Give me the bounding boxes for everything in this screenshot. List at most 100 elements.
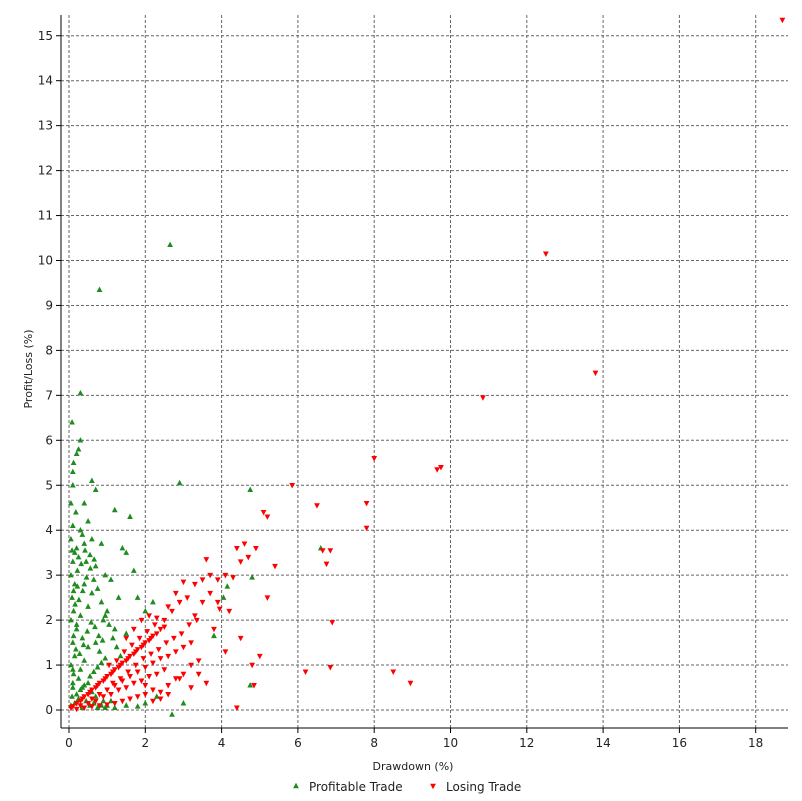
losing-trade-point: [150, 698, 156, 705]
losing-trade-point: [104, 687, 111, 693]
legend-label-losing: Losing Trade: [446, 780, 521, 794]
profitable-trade-point: [247, 682, 254, 688]
profitable-trade-point: [123, 549, 130, 555]
losing-trade-point: [264, 595, 271, 601]
profitable-trade-point: [123, 630, 130, 636]
profitable-trade-point: [69, 558, 76, 564]
losing-trade-point: [127, 696, 133, 702]
x-tick-label: 14: [595, 736, 610, 750]
losing-trade-point: [96, 692, 103, 698]
x-tick-label: 6: [294, 736, 302, 750]
losing-trade-point: [81, 705, 88, 711]
losing-trade-point: [129, 642, 135, 649]
losing-trade-point: [180, 644, 187, 651]
profitable-trade-point: [69, 594, 75, 600]
losing-trade-point: [134, 694, 141, 700]
y-tick-label: 0: [45, 703, 53, 717]
profitable-trade-point: [69, 482, 76, 488]
profitable-trade-point: [127, 513, 133, 519]
grid-lines: [61, 15, 788, 728]
profitable-trade-point: [77, 666, 84, 672]
losing-trade-point: [144, 629, 151, 635]
losing-trade-point: [134, 669, 141, 675]
losing-trade-point: [363, 525, 370, 532]
profitable-trade-point: [89, 589, 95, 596]
profitable-trade-point: [224, 583, 231, 589]
y-tick-label: 8: [45, 343, 53, 357]
profitable-trade-point: [150, 598, 156, 605]
profitable-trade-point: [106, 621, 112, 627]
profitable-trade-point: [85, 603, 91, 609]
losing-trade-point: [106, 662, 112, 669]
profitable-trade-point: [69, 684, 76, 690]
losing-trade-point: [233, 545, 240, 552]
profitable-trade-point: [92, 639, 99, 645]
losing-trade-point: [150, 687, 156, 693]
losing-trade-point: [157, 689, 164, 696]
losing-trade-point: [165, 692, 172, 698]
losing-trade-point: [260, 509, 267, 516]
profitable-trade-point: [108, 576, 114, 582]
profitable-trade-point: [75, 446, 82, 452]
losing-trade-point: [89, 696, 95, 702]
losing-trade-point: [251, 683, 257, 689]
profitable-trade-point: [73, 621, 80, 627]
losing-trade-point: [253, 545, 259, 552]
losing-trade-point: [119, 698, 126, 705]
losing-trade-point: [199, 577, 206, 583]
losing-trade-point: [130, 680, 137, 687]
profitable-trade-point: [134, 703, 141, 709]
losing-trade-point: [216, 606, 223, 613]
y-tick-label: 14: [38, 74, 53, 88]
losing-trade-point: [161, 624, 168, 631]
profitable-trade-point: [82, 547, 88, 553]
profitable-trade-point: [220, 594, 227, 600]
losing-trade-point: [245, 554, 252, 561]
losing-trade-point: [157, 696, 164, 702]
x-axis-title: Drawdown (%): [373, 760, 454, 773]
profitable-trade-point: [81, 540, 88, 546]
losing-trade-point: [192, 581, 198, 588]
profitable-trade-point: [96, 648, 103, 654]
profitable-trade-point: [85, 643, 91, 650]
losing-trade-point: [314, 503, 320, 509]
profitable-trade-point: [85, 679, 91, 686]
profitable-trade-point: [111, 506, 118, 513]
losing-trade-point: [142, 665, 149, 671]
profitable-trade-point: [70, 670, 77, 677]
profitable-trade-point: [102, 571, 109, 578]
losing-trade-point: [111, 701, 118, 707]
profitable-trade-point: [76, 596, 82, 603]
losing-trade-point: [165, 653, 172, 660]
losing-trade-point: [150, 660, 156, 667]
data-points: [68, 17, 786, 717]
losing-trade-point: [165, 683, 172, 689]
profitable-trade-point: [123, 702, 130, 708]
profitable-trade-point: [68, 661, 74, 668]
y-tick-label: 13: [38, 119, 53, 133]
losing-trade-point: [69, 704, 76, 710]
profitable-trade-point: [85, 518, 91, 524]
profitable-trade-point: [71, 549, 78, 555]
losing-trade-point: [319, 548, 326, 554]
profitable-trade-point: [70, 632, 77, 639]
losing-trade-point: [117, 676, 124, 682]
losing-trade-point: [155, 647, 162, 653]
profitable-trade-point: [77, 686, 84, 693]
losing-trade-point: [96, 703, 103, 709]
profitable-trade-point: [69, 547, 75, 553]
losing-trade-point: [176, 599, 183, 606]
losing-trade-point: [180, 671, 187, 678]
profitable-trade-point: [68, 571, 74, 578]
profitable-trade-point: [87, 551, 93, 558]
losing-trade-point: [188, 640, 194, 646]
y-tick-label: 1: [45, 658, 53, 672]
profitable-trade-point: [98, 659, 105, 666]
losing-trade-point: [256, 653, 263, 660]
profitable-trade-point: [68, 500, 74, 506]
losing-trade-point: [184, 595, 191, 601]
losing-trade-point: [146, 674, 152, 680]
